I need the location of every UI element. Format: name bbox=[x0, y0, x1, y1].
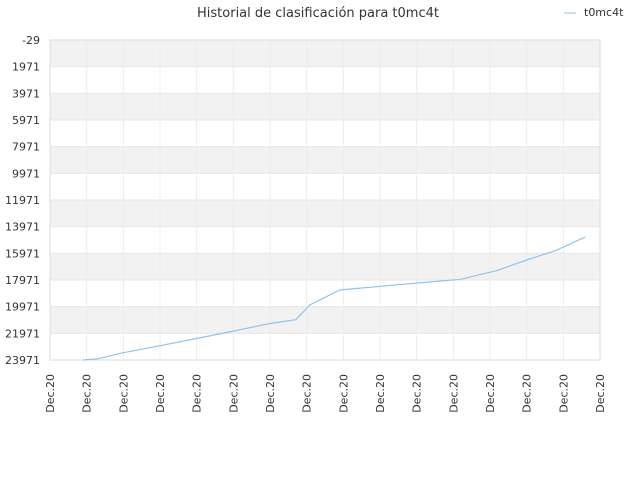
y-tick-label: 15971 bbox=[5, 247, 40, 260]
x-tick-label: Dec.20 bbox=[117, 374, 130, 413]
x-axis-tick-labels: Dec.20 Dec.20 Dec.20 Dec.20 Dec.20 Dec.20 Dec.… bbox=[44, 374, 607, 413]
grid-band bbox=[50, 306, 600, 334]
plot-area bbox=[49, 39, 601, 361]
y-tick-label: -29 bbox=[22, 34, 40, 47]
grid-band bbox=[50, 93, 600, 120]
grid-band bbox=[50, 40, 600, 67]
x-tick-label: Dec.20 bbox=[44, 374, 57, 413]
legend-label-t0mc4t: t0mc4t bbox=[584, 6, 624, 19]
y-tick-label: 11971 bbox=[5, 194, 40, 207]
x-tick-label: Dec.20 bbox=[264, 374, 277, 413]
x-tick-label: Dec.20 bbox=[374, 374, 387, 413]
x-tick-label: Dec.20 bbox=[337, 374, 350, 413]
y-tick-label: 7971 bbox=[12, 141, 40, 154]
grid-band bbox=[50, 146, 600, 174]
y-tick-label: 13971 bbox=[5, 221, 40, 234]
x-tick-label: Dec.20 bbox=[301, 374, 314, 413]
chart-title: Historial de clasificación para t0mc4t bbox=[197, 6, 439, 21]
grid-band bbox=[50, 253, 600, 280]
x-tick-label: Dec.20 bbox=[521, 374, 534, 413]
legend: t0mc4t bbox=[564, 6, 624, 19]
y-tick-label: 9971 bbox=[12, 167, 40, 180]
x-tick-label: Dec.20 bbox=[557, 374, 570, 413]
x-tick-label: Dec.20 bbox=[447, 374, 460, 413]
y-tick-label: 23971 bbox=[5, 354, 40, 367]
series-lines[interactable] bbox=[82, 236, 586, 361]
x-tick-label: Dec.20 bbox=[154, 374, 167, 413]
grid-band bbox=[50, 200, 600, 227]
y-tick-label: 21971 bbox=[5, 327, 40, 340]
y-tick-label: 17971 bbox=[5, 274, 40, 287]
y-axis-tick-labels: -29 1971 3971 5971 7971 9971 11971 13971 15971 17… bbox=[5, 34, 40, 367]
y-tick-label: 19971 bbox=[5, 301, 40, 314]
y-tick-label: 3971 bbox=[12, 87, 40, 100]
x-tick-label: Dec.20 bbox=[191, 374, 204, 413]
x-tick-label: Dec.20 bbox=[81, 374, 94, 413]
series-line-t0mc4t[interactable] bbox=[82, 236, 586, 361]
y-tick-label: 1971 bbox=[12, 61, 40, 74]
y-tick-label: 5971 bbox=[12, 114, 40, 127]
grid-bands bbox=[50, 40, 600, 334]
x-tick-label: Dec.20 bbox=[484, 374, 497, 413]
x-tick-label: Dec.20 bbox=[411, 374, 424, 413]
x-tick-label: Dec.20 bbox=[227, 374, 240, 413]
x-tick-label: Dec.20 bbox=[594, 374, 607, 413]
